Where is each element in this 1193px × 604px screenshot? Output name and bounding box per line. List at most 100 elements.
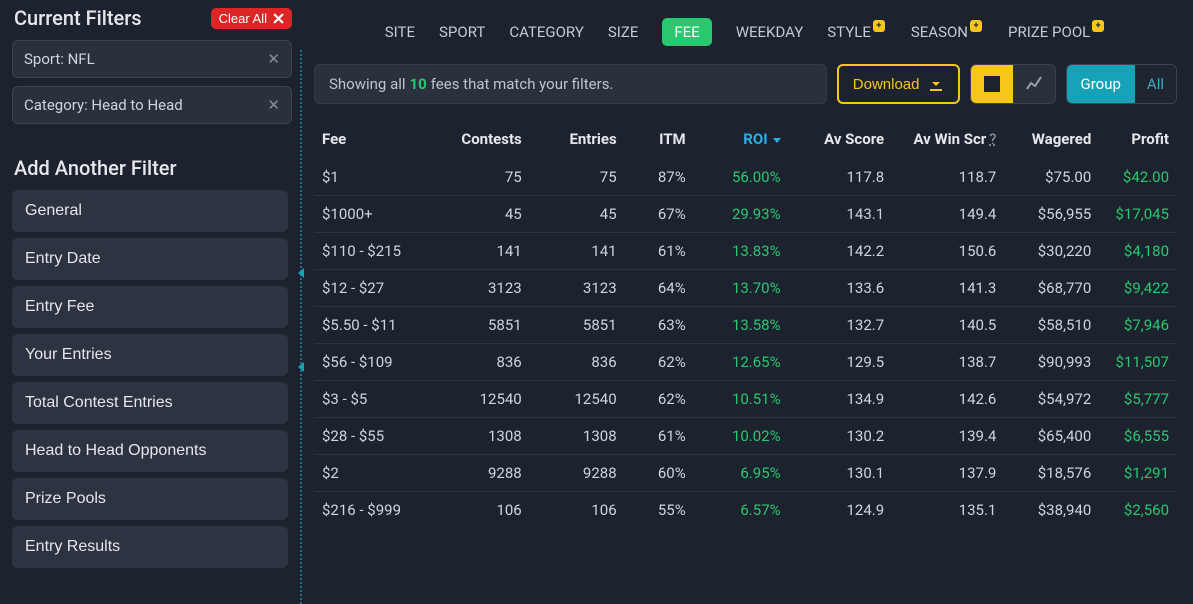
table-cell: 5851 <box>530 307 625 344</box>
filter-category-button[interactable]: Head to Head Opponents <box>12 430 288 472</box>
column-header[interactable]: Fee <box>314 120 435 159</box>
table-cell: 124.9 <box>789 492 893 529</box>
table-cell: $216 - $999 <box>314 492 435 529</box>
table-cell: $54,972 <box>1004 381 1099 418</box>
column-header[interactable]: ITM <box>625 120 694 159</box>
column-header[interactable]: Contests <box>435 120 530 159</box>
column-header[interactable]: Av Win Scr? <box>892 120 1004 159</box>
all-button[interactable]: All <box>1135 65 1176 103</box>
group-button[interactable]: Group <box>1067 65 1135 103</box>
close-icon <box>273 13 284 24</box>
filter-category-button[interactable]: Entry Date <box>12 238 288 280</box>
table-cell: 836 <box>435 344 530 381</box>
table-header-row: FeeContestsEntriesITMROIAv ScoreAv Win S… <box>314 120 1177 159</box>
filter-category-button[interactable]: Entry Results <box>12 526 288 568</box>
table-cell: 141 <box>530 233 625 270</box>
plus-badge-icon: + <box>970 20 982 32</box>
nav-tab[interactable]: SIZE <box>608 23 639 41</box>
table-cell: 1308 <box>530 418 625 455</box>
table-cell: 3123 <box>530 270 625 307</box>
column-header[interactable]: Av Score <box>789 120 893 159</box>
table-cell: 117.8 <box>789 159 893 196</box>
table-cell: $56 - $109 <box>314 344 435 381</box>
status-bar: Showing all 10 fees that match your filt… <box>314 64 827 104</box>
filter-chip: Category: Head to Head✕ <box>12 86 292 124</box>
filter-category-button[interactable]: Prize Pools <box>12 478 288 520</box>
table-view-button[interactable] <box>971 65 1013 103</box>
table-cell: 87% <box>625 159 694 196</box>
view-toggle <box>970 64 1056 104</box>
column-header[interactable]: Wagered <box>1004 120 1099 159</box>
table-cell: 60% <box>625 455 694 492</box>
table-cell: 142.6 <box>892 381 1004 418</box>
table-row: $1757587%56.00%117.8118.7$75.00$42.00 <box>314 159 1177 196</box>
filter-category-button[interactable]: Entry Fee <box>12 286 288 328</box>
table-cell: $58,510 <box>1004 307 1099 344</box>
table-cell: $6,555 <box>1099 418 1177 455</box>
nav-tab[interactable]: SPORT <box>439 23 485 41</box>
help-icon[interactable]: ? <box>989 130 996 148</box>
table-cell: $17,045 <box>1099 196 1177 233</box>
status-prefix: Showing all <box>329 75 406 93</box>
table-cell: $9,422 <box>1099 270 1177 307</box>
table-cell: $11,507 <box>1099 344 1177 381</box>
table-cell: 56.00% <box>694 159 789 196</box>
current-filters-title: Current Filters <box>14 6 142 30</box>
collapse-caret-icon <box>298 268 304 278</box>
nav-tab[interactable]: CATEGORY <box>509 23 584 41</box>
nav-tab[interactable]: PRIZE POOL+ <box>1008 23 1106 41</box>
plus-badge-icon: + <box>873 20 885 32</box>
table-row: $12 - $273123312364%13.70%133.6141.3$68,… <box>314 270 1177 307</box>
nav-tab[interactable]: SEASON+ <box>911 23 984 41</box>
chart-view-button[interactable] <box>1013 65 1055 103</box>
table-cell: $56,955 <box>1004 196 1099 233</box>
download-label: Download <box>853 76 920 93</box>
nav-tab[interactable]: STYLE+ <box>827 23 887 41</box>
filter-category-button[interactable]: General <box>12 190 288 232</box>
table-cell: 836 <box>530 344 625 381</box>
column-header[interactable]: Profit <box>1099 120 1177 159</box>
table-row: $29288928860%6.95%130.1137.9$18,576$1,29… <box>314 455 1177 492</box>
table-cell: $75.00 <box>1004 159 1099 196</box>
table-cell: $28 - $55 <box>314 418 435 455</box>
group-toggle: Group All <box>1066 64 1178 104</box>
nav-tab[interactable]: FEE <box>662 18 711 46</box>
table-cell: $110 - $215 <box>314 233 435 270</box>
table-cell: 150.6 <box>892 233 1004 270</box>
table-cell: 106 <box>435 492 530 529</box>
table-cell: 141.3 <box>892 270 1004 307</box>
table-cell: 12540 <box>530 381 625 418</box>
filter-chip: Sport: NFL✕ <box>12 40 292 78</box>
table-cell: 139.4 <box>892 418 1004 455</box>
table-row: $216 - $99910610655%6.57%124.9135.1$38,9… <box>314 492 1177 529</box>
table-row: $3 - $5125401254062%10.51%134.9142.6$54,… <box>314 381 1177 418</box>
sidebar-resize-handle[interactable] <box>300 50 304 604</box>
table-cell: 10.02% <box>694 418 789 455</box>
column-header[interactable]: ROI <box>694 120 789 159</box>
table-cell: 3123 <box>435 270 530 307</box>
table-icon <box>983 75 1001 93</box>
table-cell: 61% <box>625 418 694 455</box>
filter-category-button[interactable]: Your Entries <box>12 334 288 376</box>
data-table: FeeContestsEntriesITMROIAv ScoreAv Win S… <box>314 120 1177 528</box>
chip-remove-icon[interactable]: ✕ <box>267 50 280 68</box>
sidebar: Current Filters Clear All Sport: NFL✕ Cat… <box>0 0 300 604</box>
table-cell: $68,770 <box>1004 270 1099 307</box>
table-cell: 135.1 <box>892 492 1004 529</box>
table-cell: $5.50 - $11 <box>314 307 435 344</box>
table-cell: 75 <box>435 159 530 196</box>
filter-category-button[interactable]: Total Contest Entries <box>12 382 288 424</box>
table-cell: 130.1 <box>789 455 893 492</box>
download-button[interactable]: Download <box>837 64 960 104</box>
table-cell: 137.9 <box>892 455 1004 492</box>
nav-tab[interactable]: WEEKDAY <box>736 23 804 41</box>
nav-tab[interactable]: SITE <box>385 23 415 41</box>
table-cell: 55% <box>625 492 694 529</box>
table-row: $28 - $551308130861%10.02%130.2139.4$65,… <box>314 418 1177 455</box>
table-cell: $3 - $5 <box>314 381 435 418</box>
plus-badge-icon: + <box>1092 20 1104 32</box>
column-header[interactable]: Entries <box>530 120 625 159</box>
clear-all-button[interactable]: Clear All <box>211 8 292 29</box>
table-cell: 67% <box>625 196 694 233</box>
chip-remove-icon[interactable]: ✕ <box>267 96 280 114</box>
